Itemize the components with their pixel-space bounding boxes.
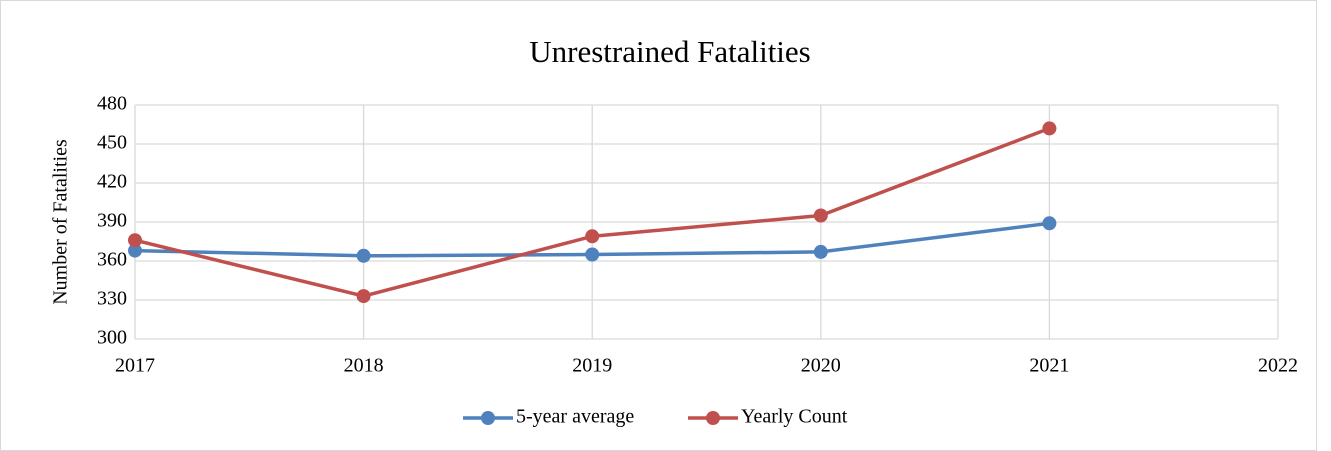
y-tick-label: 480 — [97, 93, 127, 115]
data-point — [356, 289, 371, 304]
x-tick-label: 2020 — [801, 355, 841, 377]
legend-label: 5-year average — [516, 406, 634, 428]
data-point — [585, 229, 600, 244]
y-tick-label: 300 — [97, 327, 127, 349]
x-tick-label: 2017 — [115, 355, 155, 377]
data-point — [1042, 216, 1057, 231]
x-tick-label: 2018 — [344, 355, 384, 377]
data-point — [356, 248, 371, 263]
data-point — [128, 233, 142, 248]
chart-title: Unrestrained Fatalities — [529, 34, 811, 69]
y-tick-label: 330 — [97, 288, 127, 310]
x-tick-label: 2022 — [1258, 355, 1298, 377]
data-point — [813, 208, 828, 223]
legend-label: Yearly Count — [741, 406, 848, 428]
y-tick-label: 450 — [97, 132, 127, 154]
legend-marker — [706, 411, 720, 425]
y-tick-label: 420 — [97, 171, 127, 193]
data-point — [128, 243, 142, 258]
x-tick-label: 2019 — [572, 355, 612, 377]
y-tick-label: 390 — [97, 210, 127, 232]
data-point — [1042, 121, 1057, 136]
legend-marker — [481, 411, 495, 425]
data-point — [813, 244, 828, 259]
y-tick-label: 360 — [97, 249, 127, 271]
y-axis-label: Number of Fatalities — [50, 139, 72, 305]
data-point — [585, 247, 600, 262]
x-tick-label: 2021 — [1029, 355, 1069, 377]
